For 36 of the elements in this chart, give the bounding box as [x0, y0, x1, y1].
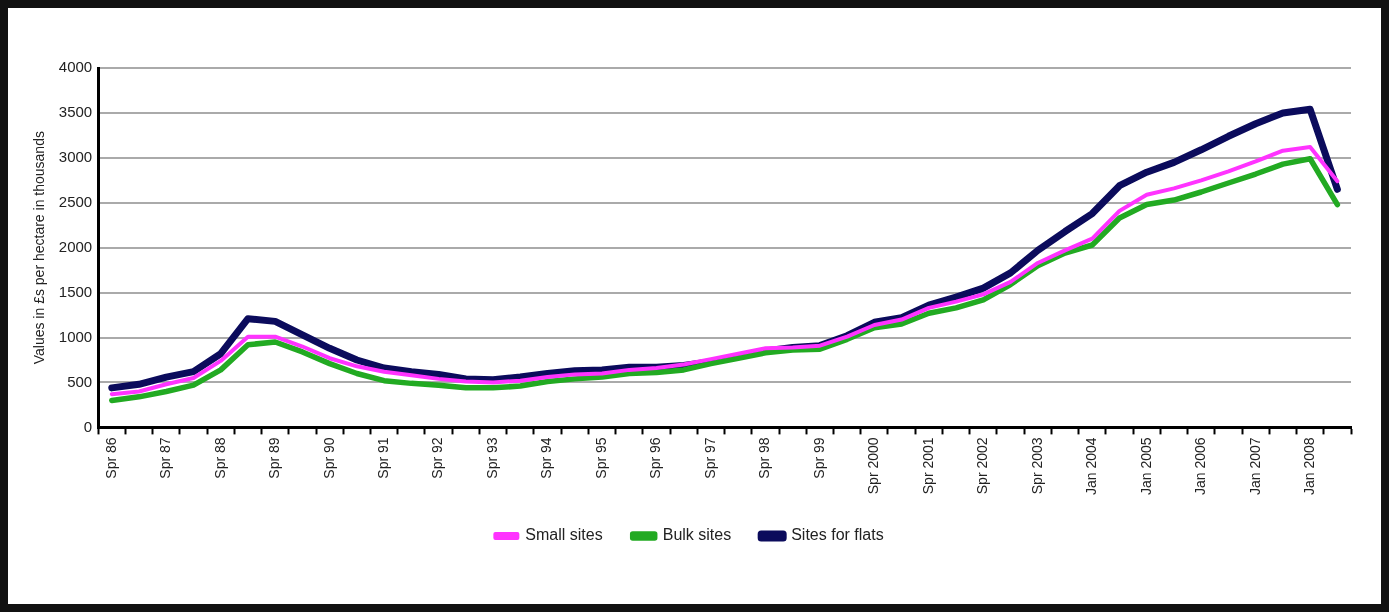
- y-tick-label: 2500: [58, 192, 93, 210]
- y-tick-label: 3500: [58, 103, 93, 121]
- x-tick-label: Spr 98: [756, 437, 773, 479]
- legend-label: Small sites: [525, 526, 603, 544]
- x-tick-label: Spr 2003: [1028, 437, 1045, 495]
- x-tick-label: Spr 2001: [919, 437, 936, 495]
- x-tick-label: Spr 88: [211, 437, 228, 479]
- y-tick-label: 500: [67, 372, 93, 390]
- x-tick-label: Spr 96: [647, 437, 664, 479]
- x-tick-label: Jan 2005: [1137, 437, 1154, 495]
- x-tick-label: Spr 86: [102, 437, 119, 479]
- x-tick-label: Spr 89: [266, 437, 283, 479]
- y-tick-label: 3000: [58, 147, 93, 165]
- x-tick-label: Spr 91: [375, 437, 391, 479]
- x-tick-label: Spr 92: [429, 437, 446, 479]
- x-tick-label: Spr 2000: [865, 437, 882, 495]
- x-tick-label: Spr 99: [810, 437, 827, 479]
- x-tick-label: Spr 94: [538, 437, 555, 479]
- y-tick-label: 1500: [58, 282, 93, 300]
- x-tick-label: Spr 2002: [974, 437, 991, 495]
- y-tick-label: 0: [83, 417, 93, 435]
- x-tick-label: Spr 95: [592, 437, 609, 479]
- x-tick-label: Jan 2004: [1083, 437, 1100, 495]
- x-tick-label: Spr 93: [483, 437, 500, 479]
- y-tick-label: 4000: [58, 58, 93, 76]
- y-tick-label: 2000: [58, 237, 93, 255]
- x-tick-label: Spr 97: [701, 437, 718, 479]
- x-tick-label: Jan 2008: [1301, 437, 1318, 495]
- x-tick-label: Spr 90: [320, 437, 337, 479]
- x-tick-label: Jan 2007: [1246, 437, 1263, 495]
- legend-label: Sites for flats: [791, 526, 884, 544]
- legend-label: Bulk sites: [662, 526, 732, 544]
- x-tick-label: Jan 2006: [1192, 437, 1209, 495]
- y-tick-label: 1000: [58, 327, 93, 345]
- y-axis-title: Values in £s per hectare in thousands: [31, 131, 48, 365]
- x-tick-label: Spr 87: [157, 437, 174, 479]
